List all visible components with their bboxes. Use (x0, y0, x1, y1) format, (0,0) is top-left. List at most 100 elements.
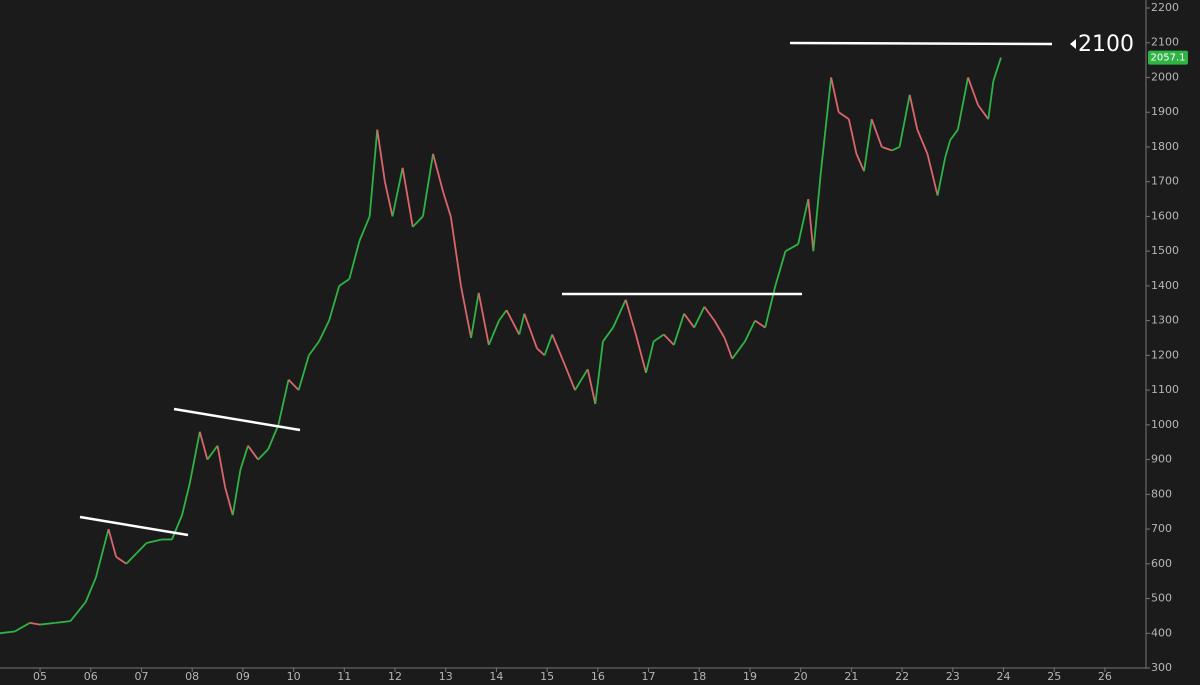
price-segment (908, 94, 919, 130)
y-tick-label: 800 (1151, 487, 1172, 500)
x-tick-label: 12 (388, 670, 402, 683)
price-segment (318, 320, 330, 342)
y-tick-label: 1700 (1151, 175, 1179, 188)
price-segment (14, 622, 31, 633)
price-segment (146, 538, 162, 544)
price-segment (115, 556, 127, 565)
price-segment (774, 250, 787, 287)
x-tick-label: 13 (439, 670, 453, 683)
price-segment (432, 153, 445, 193)
y-tick-label: 600 (1151, 557, 1172, 570)
x-tick-label: 25 (1047, 670, 1061, 683)
price-segment (267, 424, 280, 450)
x-tick-label: 21 (844, 670, 858, 683)
price-segment (898, 94, 911, 148)
price-segment (992, 57, 1002, 82)
x-tick-label: 14 (489, 670, 503, 683)
x-tick-label: 22 (895, 670, 909, 683)
price-segment (967, 77, 980, 106)
price-segment (635, 334, 647, 373)
x-tick-label: 23 (946, 670, 960, 683)
price-segment (277, 379, 290, 426)
last-price-badge (1148, 50, 1188, 65)
price-segment (358, 216, 371, 242)
price-segment (287, 379, 300, 391)
y-tick-label: 700 (1151, 522, 1172, 535)
x-tick-label: 19 (743, 670, 757, 683)
price-segment (505, 309, 521, 335)
price-segment (257, 448, 269, 461)
y-tick-label: 400 (1151, 626, 1172, 639)
price-segment (693, 306, 706, 328)
price-segment (412, 215, 424, 228)
price-segment (916, 129, 929, 155)
price-segment (949, 129, 959, 141)
x-tick-label: 26 (1098, 670, 1112, 683)
price-segment (297, 355, 310, 391)
price-segment (391, 167, 404, 217)
price-segment (797, 198, 810, 245)
price-segment (523, 313, 538, 349)
y-tick-label: 1300 (1151, 314, 1179, 327)
x-tick-label: 20 (794, 670, 808, 683)
price-segment (703, 306, 716, 322)
price-segment (216, 445, 227, 488)
price-segment (69, 601, 87, 622)
x-tick-label: 18 (692, 670, 706, 683)
price-segment (498, 309, 508, 322)
price-segment (55, 620, 71, 624)
y-tick-label: 300 (1151, 661, 1172, 674)
price-segment (830, 77, 840, 113)
y-tick-label: 1000 (1151, 418, 1179, 431)
price-segment (543, 334, 554, 356)
trendline (79, 515, 189, 537)
price-segment (926, 153, 939, 196)
price-segment (723, 337, 734, 360)
price-segment (0, 630, 15, 635)
price-segment (785, 243, 799, 252)
trendline (789, 41, 1053, 46)
price-segment (308, 340, 320, 356)
price-segment (460, 285, 472, 339)
price-segment (135, 542, 148, 554)
price-segment (188, 431, 201, 485)
price-segment (977, 104, 990, 120)
price-segment (348, 240, 361, 280)
price-segment (470, 292, 480, 339)
price-segment (39, 621, 56, 626)
x-tick-label: 07 (134, 670, 148, 683)
price-segment (171, 514, 183, 540)
price-segment (944, 139, 952, 158)
annotation: 2100 (1078, 32, 1134, 57)
price-segment (442, 191, 452, 217)
x-tick-label: 10 (287, 670, 301, 683)
price-segment (807, 198, 815, 252)
price-segment (891, 146, 900, 152)
price-segment (94, 528, 110, 578)
price-segment (683, 313, 695, 329)
price-segment (239, 445, 249, 471)
price-segment (29, 621, 41, 626)
price-segment (602, 327, 614, 343)
last-price-label: 2057.1 (1151, 53, 1186, 64)
y-tick-label: 1100 (1151, 383, 1179, 396)
x-tick-label: 17 (642, 670, 656, 683)
price-segment (449, 216, 462, 287)
y-tick-label: 1400 (1151, 279, 1179, 292)
price-segment (624, 299, 637, 335)
y-tick-label: 1900 (1151, 105, 1179, 118)
price-segment (673, 313, 685, 346)
price-segment (198, 431, 209, 460)
price-segment (847, 118, 858, 155)
price-segment (231, 469, 242, 516)
y-tick-label: 1200 (1151, 348, 1179, 361)
price-segment (653, 333, 665, 343)
price-segment (594, 341, 604, 405)
x-tick-label: 09 (236, 670, 250, 683)
annotation-arrow (1070, 39, 1076, 49)
price-segment (125, 552, 138, 565)
price-segment (84, 577, 97, 603)
y-tick-label: 500 (1151, 592, 1172, 605)
